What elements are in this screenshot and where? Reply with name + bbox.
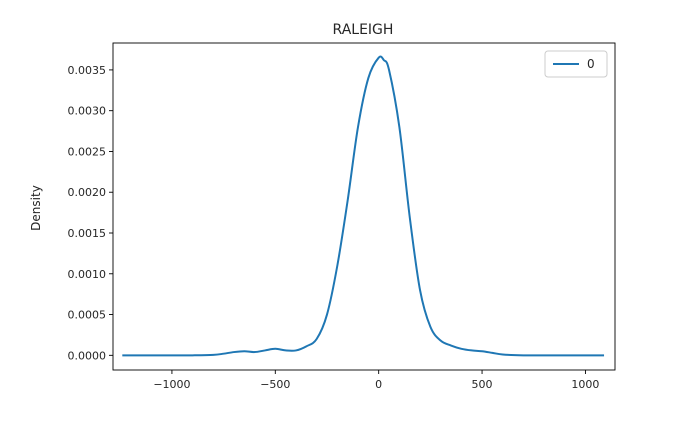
y-tick-label: 0.0030 — [68, 105, 107, 118]
density-line-series-0 — [122, 55, 605, 357]
x-tick-label: 0 — [375, 378, 382, 391]
x-tick-label: 1000 — [571, 378, 599, 391]
y-tick-label: 0.0020 — [68, 186, 107, 199]
chart-title: RALEIGH — [333, 22, 394, 38]
y-tick-label: 0.0000 — [68, 349, 107, 362]
y-axis-label: Density — [29, 185, 43, 231]
y-tick-label: 0.0035 — [68, 64, 107, 77]
axes-frame — [112, 42, 616, 371]
legend-label: 0 — [587, 57, 595, 71]
y-tick-label: 0.0005 — [68, 309, 107, 322]
y-tick-label: 0.0010 — [68, 268, 107, 281]
x-tick-label: −1000 — [153, 378, 190, 391]
y-tick-label: 0.0025 — [68, 145, 107, 158]
y-tick-label: 0.0015 — [68, 227, 107, 240]
plot-area: −1000 −500 0 500 1000 0.0000 0.0005 0.0010 0.001… — [68, 42, 616, 391]
x-tick-label: 500 — [472, 378, 493, 391]
x-tick-label: −500 — [260, 378, 290, 391]
